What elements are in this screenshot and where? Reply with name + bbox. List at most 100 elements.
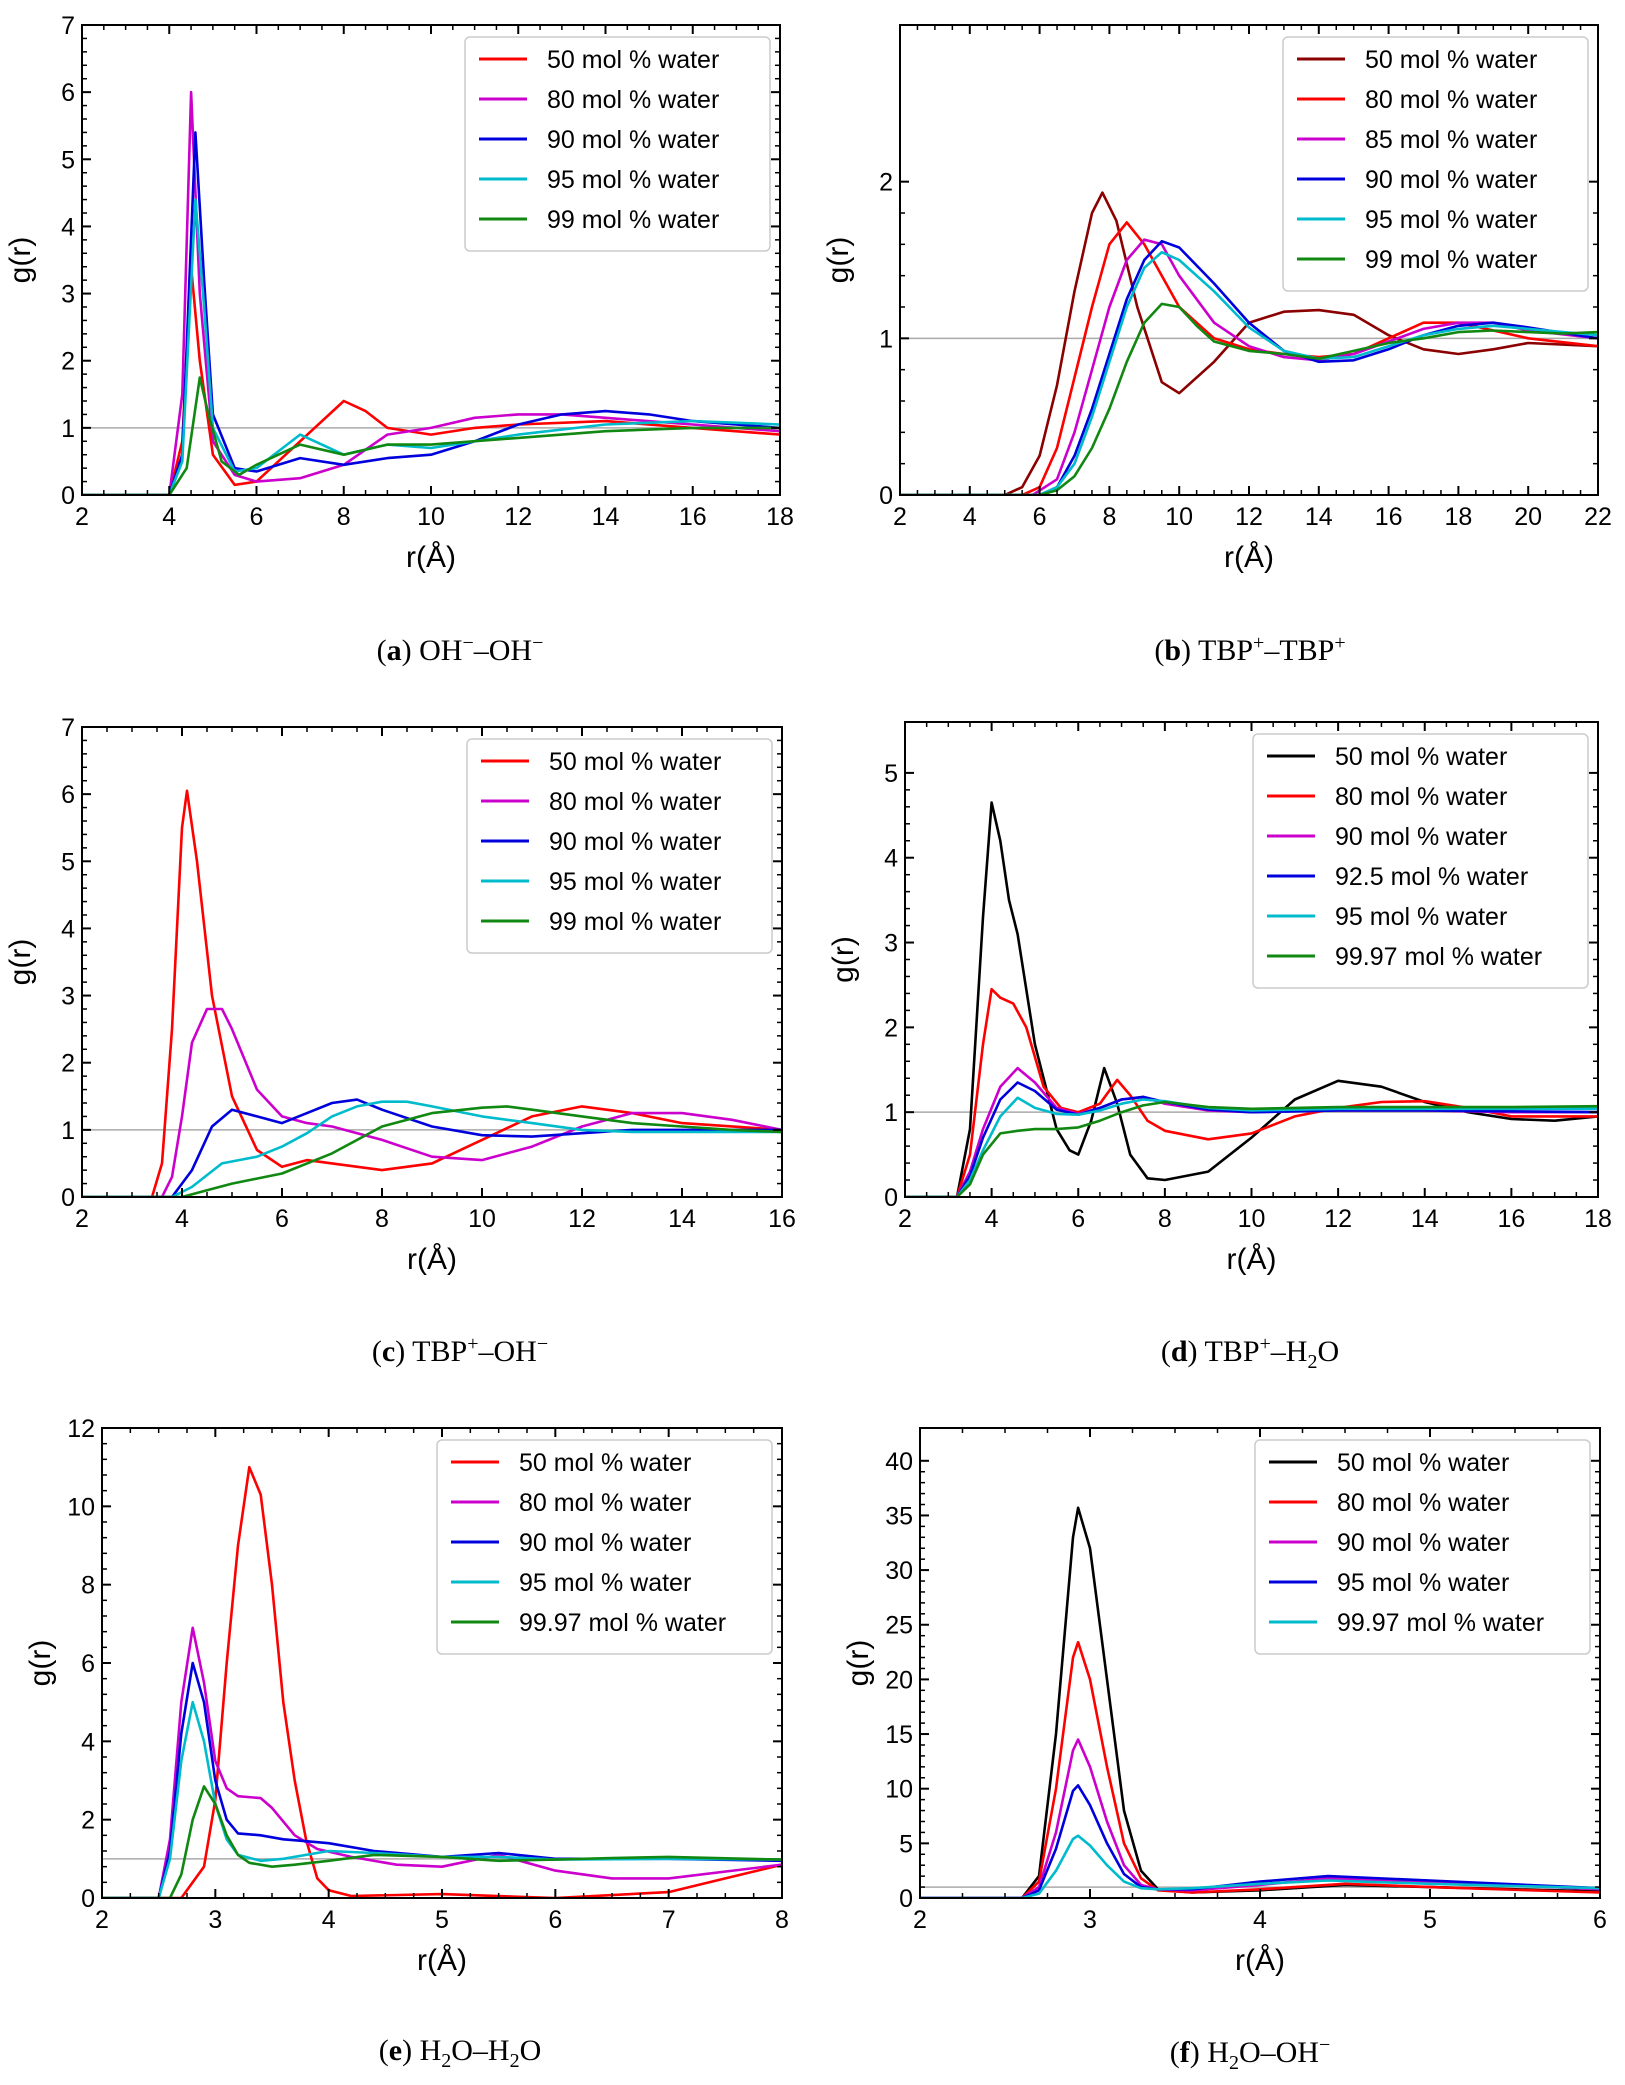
series-line-a-4 (82, 376, 780, 495)
x-tick-label: 6 (1593, 1906, 1607, 1934)
x-tick-label: 20 (1514, 503, 1542, 531)
legend-label: 92.5 mol % water (1335, 863, 1528, 891)
caption-e: (e) H2O–H2O (378, 2034, 542, 2072)
x-tick-label: 12 (1235, 503, 1263, 531)
y-tick-label: 5 (61, 848, 75, 876)
legend-label: 99 mol % water (547, 206, 719, 234)
y-tick-label: 7 (61, 714, 75, 742)
y-tick-label: 4 (81, 1728, 95, 1756)
legend-label: 90 mol % water (519, 1529, 691, 1557)
y-axis-label: g(r) (4, 237, 37, 284)
legend-label: 90 mol % water (1365, 166, 1537, 194)
caption-c: (c) TBP+–OH− (371, 1333, 549, 1368)
y-tick-label: 0 (81, 1885, 95, 1913)
y-tick-label: 2 (81, 1807, 95, 1835)
series-line-e-4 (102, 1785, 782, 1898)
y-tick-label: 2 (61, 1050, 75, 1078)
x-tick-label: 6 (1071, 1205, 1085, 1233)
y-axis-label: g(r) (822, 237, 855, 284)
x-tick-label: 2 (898, 1205, 912, 1233)
x-tick-label: 3 (1083, 1906, 1097, 1934)
x-tick-label: 2 (893, 503, 907, 531)
legend-label: 90 mol % water (547, 126, 719, 154)
x-tick-label: 10 (1238, 1205, 1266, 1233)
x-axis-label: r(Å) (406, 541, 456, 574)
series-line-d-5 (905, 1100, 1598, 1197)
x-axis-label: r(Å) (417, 1944, 467, 1977)
x-tick-label: 14 (668, 1205, 696, 1233)
legend: 50 mol % water 80 mol % water 90 mol % wat… (436, 1439, 773, 1655)
series-line-b-2 (900, 238, 1598, 495)
x-tick-label: 10 (1165, 503, 1193, 531)
x-tick-label: 5 (435, 1906, 449, 1934)
x-tick-label: 18 (1444, 503, 1472, 531)
x-tick-label: 22 (1584, 503, 1612, 531)
x-axis-label: r(Å) (1235, 1944, 1285, 1977)
x-tick-label: 7 (662, 1906, 676, 1934)
y-tick-label: 40 (885, 1448, 913, 1476)
x-tick-label: 12 (504, 503, 532, 531)
y-tick-label: 6 (61, 781, 75, 809)
y-tick-label: 0 (61, 1184, 75, 1212)
series-line-d-0 (905, 801, 1598, 1197)
y-tick-label: 12 (67, 1415, 95, 1443)
y-tick-label: 15 (885, 1721, 913, 1749)
caption-d: (d) TBP+–H2O (1160, 1333, 1340, 1373)
y-tick-label: 2 (879, 169, 893, 197)
x-tick-label: 6 (275, 1205, 289, 1233)
legend: 50 mol % water 80 mol % water 85 mol % wat… (1282, 36, 1589, 292)
x-tick-label: 8 (375, 1205, 389, 1233)
legend-label: 80 mol % water (547, 86, 719, 114)
legend-label: 90 mol % water (549, 828, 721, 856)
series-line-f-3 (920, 1784, 1600, 1898)
x-tick-label: 8 (1102, 503, 1116, 531)
x-tick-label: 8 (1158, 1205, 1172, 1233)
y-tick-label: 8 (81, 1572, 95, 1600)
x-tick-label: 10 (468, 1205, 496, 1233)
y-tick-label: 3 (61, 281, 75, 309)
x-tick-label: 4 (162, 503, 176, 531)
y-tick-label: 7 (61, 12, 75, 40)
x-axis-label: r(Å) (1224, 541, 1274, 574)
y-tick-label: 30 (885, 1557, 913, 1585)
legend-label: 50 mol % water (519, 1449, 691, 1477)
x-tick-label: 12 (568, 1205, 596, 1233)
x-tick-label: 16 (1375, 503, 1403, 531)
x-tick-label: 4 (963, 503, 977, 531)
x-tick-label: 6 (1033, 503, 1047, 531)
series-line-b-4 (900, 250, 1598, 495)
y-tick-label: 1 (879, 325, 893, 353)
legend-label: 99.97 mol % water (1335, 943, 1542, 971)
y-tick-label: 20 (885, 1666, 913, 1694)
legend-label: 95 mol % water (1365, 206, 1537, 234)
x-tick-label: 8 (775, 1906, 789, 1934)
legend-label: 80 mol % water (549, 788, 721, 816)
y-tick-label: 1 (61, 415, 75, 443)
y-tick-label: 3 (61, 983, 75, 1011)
y-tick-label: 4 (884, 845, 898, 873)
y-tick-label: 25 (885, 1612, 913, 1640)
series-line-f-2 (920, 1738, 1600, 1898)
y-tick-label: 35 (885, 1502, 913, 1530)
x-axis-label: r(Å) (1227, 1243, 1277, 1276)
x-tick-label: 4 (985, 1205, 999, 1233)
series-line-c-4 (82, 1105, 782, 1197)
legend-label: 85 mol % water (1365, 126, 1537, 154)
legend-label: 80 mol % water (1365, 86, 1537, 114)
series-line-b-3 (900, 239, 1598, 495)
x-tick-label: 6 (250, 503, 264, 531)
x-tick-label: 16 (1497, 1205, 1525, 1233)
x-tick-label: 16 (679, 503, 707, 531)
x-tick-label: 12 (1324, 1205, 1352, 1233)
chart-panel-f: 2 3 4 5 6 0 5 10 15 20 25 30 35 40 r(Å) g(r) 50 mol % wa… (842, 1427, 1607, 1977)
y-tick-label: 1 (61, 1117, 75, 1145)
x-tick-label: 18 (766, 503, 794, 531)
legend-box (1282, 36, 1589, 292)
legend-box (466, 738, 773, 954)
legend-box (436, 1439, 773, 1655)
legend-label: 50 mol % water (547, 46, 719, 74)
legend-box (464, 36, 771, 252)
